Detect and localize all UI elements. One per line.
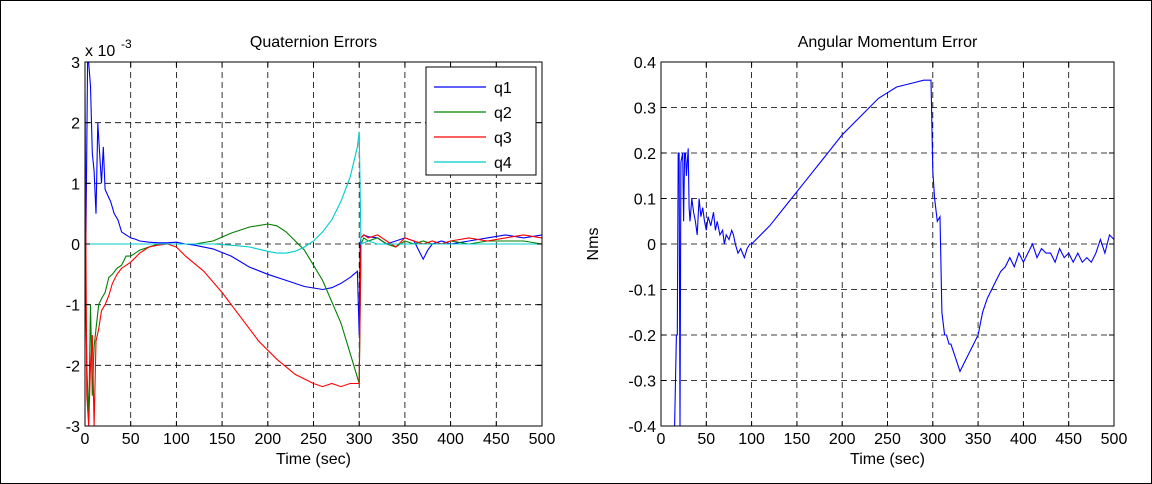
y-tick-label: 0.1 <box>634 192 656 209</box>
x-tick-label: 50 <box>697 431 715 448</box>
x-tick-label: 100 <box>738 431 765 448</box>
x-tick-label: 200 <box>829 431 856 448</box>
x-tick-label: 400 <box>437 431 464 448</box>
x-tick-label: 450 <box>483 431 510 448</box>
x-tick-label: 0 <box>81 431 90 448</box>
legend-box <box>425 66 537 176</box>
scale-label: x 10 <box>85 43 115 60</box>
x-tick-label: 500 <box>529 431 556 448</box>
chart-title: Quaternion Errors <box>250 34 377 51</box>
x-tick-label: 350 <box>965 431 992 448</box>
x-tick-label: 350 <box>392 431 419 448</box>
y-tick-label: 0.2 <box>634 146 656 163</box>
y-tick-label: -0.4 <box>628 419 656 436</box>
x-tick-label: 300 <box>919 431 946 448</box>
series-line-q1 <box>85 62 542 336</box>
x-tick-label: 50 <box>122 431 140 448</box>
y-tick-label: 2 <box>71 116 80 133</box>
series-line-series1 <box>674 79 1114 426</box>
y-tick-label: -1 <box>66 298 80 315</box>
legend: q1 q2 q3 q4 <box>425 66 537 176</box>
y-tick-label: -0.2 <box>628 328 656 345</box>
x-tick-label: 500 <box>1101 431 1128 448</box>
x-tick-label: 200 <box>254 431 281 448</box>
x-tick-label: 150 <box>784 431 811 448</box>
y-tick-label: 1 <box>71 176 80 193</box>
chart-2: 0 50 100 150 200 250 300 350 400 450 500 -0.4 -0.3 -0… <box>585 34 1127 468</box>
legend-label-q4: q4 <box>494 155 512 172</box>
legend-label-q3: q3 <box>494 130 512 147</box>
x-tick-label: 100 <box>163 431 190 448</box>
x-tick-label: 450 <box>1055 431 1082 448</box>
y-tick-label: -0.3 <box>628 374 656 391</box>
y-tick-label: -0.1 <box>628 283 656 300</box>
x-tick-label: 150 <box>209 431 236 448</box>
series-line-q2 <box>85 223 542 420</box>
y-tick-label: 0.3 <box>634 101 656 118</box>
y-tick-label: 0.4 <box>634 55 656 72</box>
y-tick-label: 3 <box>71 55 80 72</box>
series-line-q3 <box>85 92 542 426</box>
series-line-q4 <box>85 131 542 254</box>
x-tick-label: 0 <box>657 431 666 448</box>
y-tick-label: -3 <box>66 419 80 436</box>
legend-label-q2: q2 <box>494 105 512 122</box>
x-tick-label: 300 <box>346 431 373 448</box>
x-axis-label: Time (sec) <box>276 451 351 468</box>
x-tick-label: 250 <box>874 431 901 448</box>
scale-exponent: -3 <box>121 37 132 51</box>
x-axis-label: Time (sec) <box>850 451 925 468</box>
legend-label-q1: q1 <box>494 80 512 97</box>
y-tick-label: 0 <box>71 237 80 254</box>
y-tick-label: 0 <box>647 237 656 254</box>
chart-title: Angular Momentum Error <box>798 34 978 51</box>
y-tick-label: -2 <box>66 358 80 375</box>
chart-1: 0 50 100 150 200 250 300 350 400 450 500 -3 -2 -1 0 1 2 3… <box>66 34 556 468</box>
x-tick-label: 250 <box>300 431 327 448</box>
y-axis-label: Nms <box>585 228 602 261</box>
x-tick-label: 400 <box>1010 431 1037 448</box>
